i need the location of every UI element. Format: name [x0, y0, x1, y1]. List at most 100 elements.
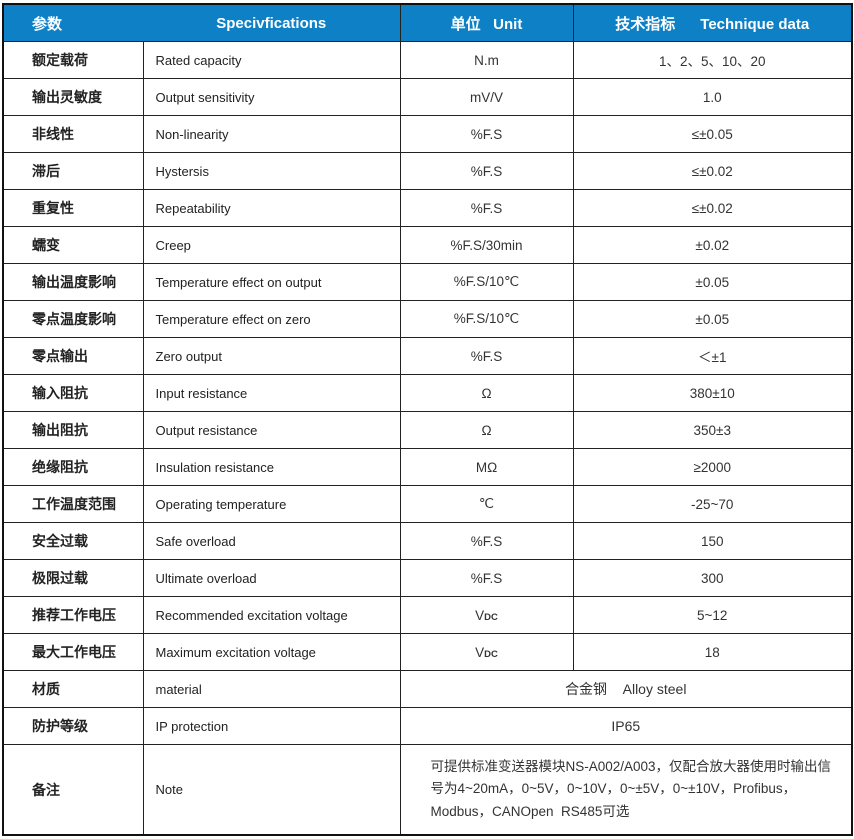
value-cell: 18	[572, 633, 853, 671]
unit-cell: VDC	[399, 596, 574, 634]
table-row: 零点温度影响 Temperature effect on zero %F.S/1…	[2, 300, 853, 338]
param-en: Output resistance	[142, 411, 401, 449]
header-row: 参数 Specivfications 单位 Unit 技术指标 Techniqu…	[2, 3, 853, 42]
unit-cell: Ω	[399, 411, 574, 449]
unit-main: %F.S	[470, 533, 503, 549]
param-cn: 材质	[2, 670, 144, 708]
table-row-note: 备注 Note 可提供标准变送器模块NS-A002/A003，仅配合放大器使用时…	[2, 744, 853, 836]
table-row: 非线性 Non-linearity %F.S ≤±0.05	[2, 115, 853, 153]
table-row: 输出阻抗 Output resistance Ω 350±3	[2, 411, 853, 449]
param-en: Recommended excitation voltage	[142, 596, 401, 634]
value-cell: 5~12	[572, 596, 853, 634]
unit-main: %F.S	[470, 126, 503, 142]
value-cell: 380±10	[572, 374, 853, 412]
unit-main: MΩ	[475, 459, 498, 475]
table-header: 参数 Specivfications 单位 Unit 技术指标 Techniqu…	[2, 3, 853, 42]
param-en: Rated capacity	[142, 41, 401, 79]
value-cell: 1.0	[572, 78, 853, 116]
unit-main: Ω	[481, 385, 492, 401]
value-cell: ±0.05	[572, 263, 853, 301]
table-row: 最大工作电压 Maximum excitation voltage VDC 18	[2, 633, 853, 671]
param-en: Maximum excitation voltage	[142, 633, 401, 671]
param-cn: 安全过载	[2, 522, 144, 560]
value-cell: ＜±1	[572, 337, 853, 375]
param-en: Insulation resistance	[142, 448, 401, 486]
unit-main: %F.S	[470, 200, 503, 216]
table-row: 蠕变 Creep %F.S/30min ±0.02	[2, 226, 853, 264]
unit-cell: mV/V	[399, 78, 574, 116]
table-row-ip-protection: 防护等级 IP protection IP65	[2, 707, 853, 745]
table-row: 输出温度影响 Temperature effect on output %F.S…	[2, 263, 853, 301]
param-en: Repeatability	[142, 189, 401, 227]
param-cn: 输出灵敏度	[2, 78, 144, 116]
unit-cell: VDC	[399, 633, 574, 671]
param-en: Non-linearity	[142, 115, 401, 153]
value-cell: 350±3	[572, 411, 853, 449]
param-cn: 额定载荷	[2, 41, 144, 79]
unit-subscript: DC	[484, 648, 498, 660]
param-cn: 推荐工作电压	[2, 596, 144, 634]
unit-cell: %F.S	[399, 337, 574, 375]
table-row: 零点输出 Zero output %F.S ＜±1	[2, 337, 853, 375]
param-cn: 滞后	[2, 152, 144, 190]
param-cn: 零点温度影响	[2, 300, 144, 338]
material-value: 合金钢 Alloy steel	[399, 670, 853, 708]
param-cn: 零点输出	[2, 337, 144, 375]
unit-cell: ℃	[399, 485, 574, 523]
unit-cell: %F.S	[399, 189, 574, 227]
unit-main: mV/V	[469, 89, 503, 105]
unit-cell: %F.S	[399, 115, 574, 153]
param-cn: 输出阻抗	[2, 411, 144, 449]
value-cell: 150	[572, 522, 853, 560]
unit-main: %F.S/10℃	[453, 274, 520, 289]
param-cn: 工作温度范围	[2, 485, 144, 523]
unit-cell: %F.S	[399, 522, 574, 560]
merged-rows: 材质 material 合金钢 Alloy steel 防护等级 IP prot…	[2, 670, 853, 836]
table-row: 输入阻抗 Input resistance Ω 380±10	[2, 374, 853, 412]
unit-main: %F.S/10℃	[453, 311, 520, 326]
param-cn: 最大工作电压	[2, 633, 144, 671]
unit-cell: Ω	[399, 374, 574, 412]
table-row: 安全过载 Safe overload %F.S 150	[2, 522, 853, 560]
param-cn: 输入阻抗	[2, 374, 144, 412]
header-param: 参数	[2, 3, 143, 42]
unit-cell: N.m	[399, 41, 574, 79]
param-en: Creep	[142, 226, 401, 264]
param-en: Ultimate overload	[142, 559, 401, 597]
table-row: 输出灵敏度 Output sensitivity mV/V 1.0	[2, 78, 853, 116]
table-row: 绝缘阻抗 Insulation resistance MΩ ≥2000	[2, 448, 853, 486]
spec-table: 参数 Specivfications 单位 Unit 技术指标 Techniqu…	[2, 3, 853, 836]
unit-main: N.m	[474, 52, 499, 68]
value-cell: 300	[572, 559, 853, 597]
param-en: Zero output	[142, 337, 401, 375]
value-cell: -25~70	[572, 485, 853, 523]
param-en: Input resistance	[142, 374, 401, 412]
unit-cell: %F.S	[399, 559, 574, 597]
table-row: 滞后 Hystersis %F.S ≤±0.02	[2, 152, 853, 190]
unit-subscript: DC	[484, 611, 498, 623]
unit-main: ℃	[478, 496, 495, 511]
param-cn: 绝缘阻抗	[2, 448, 144, 486]
param-cn: 防护等级	[2, 707, 144, 745]
table-row: 工作温度范围 Operating temperature ℃ -25~70	[2, 485, 853, 523]
unit-main: V	[475, 644, 485, 660]
unit-main: %F.S	[470, 348, 503, 364]
table-row: 极限过载 Ultimate overload %F.S 300	[2, 559, 853, 597]
unit-cell: MΩ	[399, 448, 574, 486]
unit-main: %F.S/30min	[450, 237, 523, 253]
param-cn: 蠕变	[2, 226, 144, 264]
header-specifications: Specivfications	[143, 3, 401, 42]
unit-cell: %F.S/10℃	[399, 263, 574, 301]
param-en: Temperature effect on zero	[142, 300, 401, 338]
param-cn: 非线性	[2, 115, 144, 153]
param-en: Safe overload	[142, 522, 401, 560]
value-cell: ≤±0.05	[572, 115, 853, 153]
table-row-material: 材质 material 合金钢 Alloy steel	[2, 670, 853, 708]
param-cn: 重复性	[2, 189, 144, 227]
param-en: IP protection	[142, 707, 401, 745]
unit-cell: %F.S	[399, 152, 574, 190]
value-cell: ±0.02	[572, 226, 853, 264]
unit-main: Ω	[481, 422, 492, 438]
param-cn: 备注	[2, 744, 144, 836]
